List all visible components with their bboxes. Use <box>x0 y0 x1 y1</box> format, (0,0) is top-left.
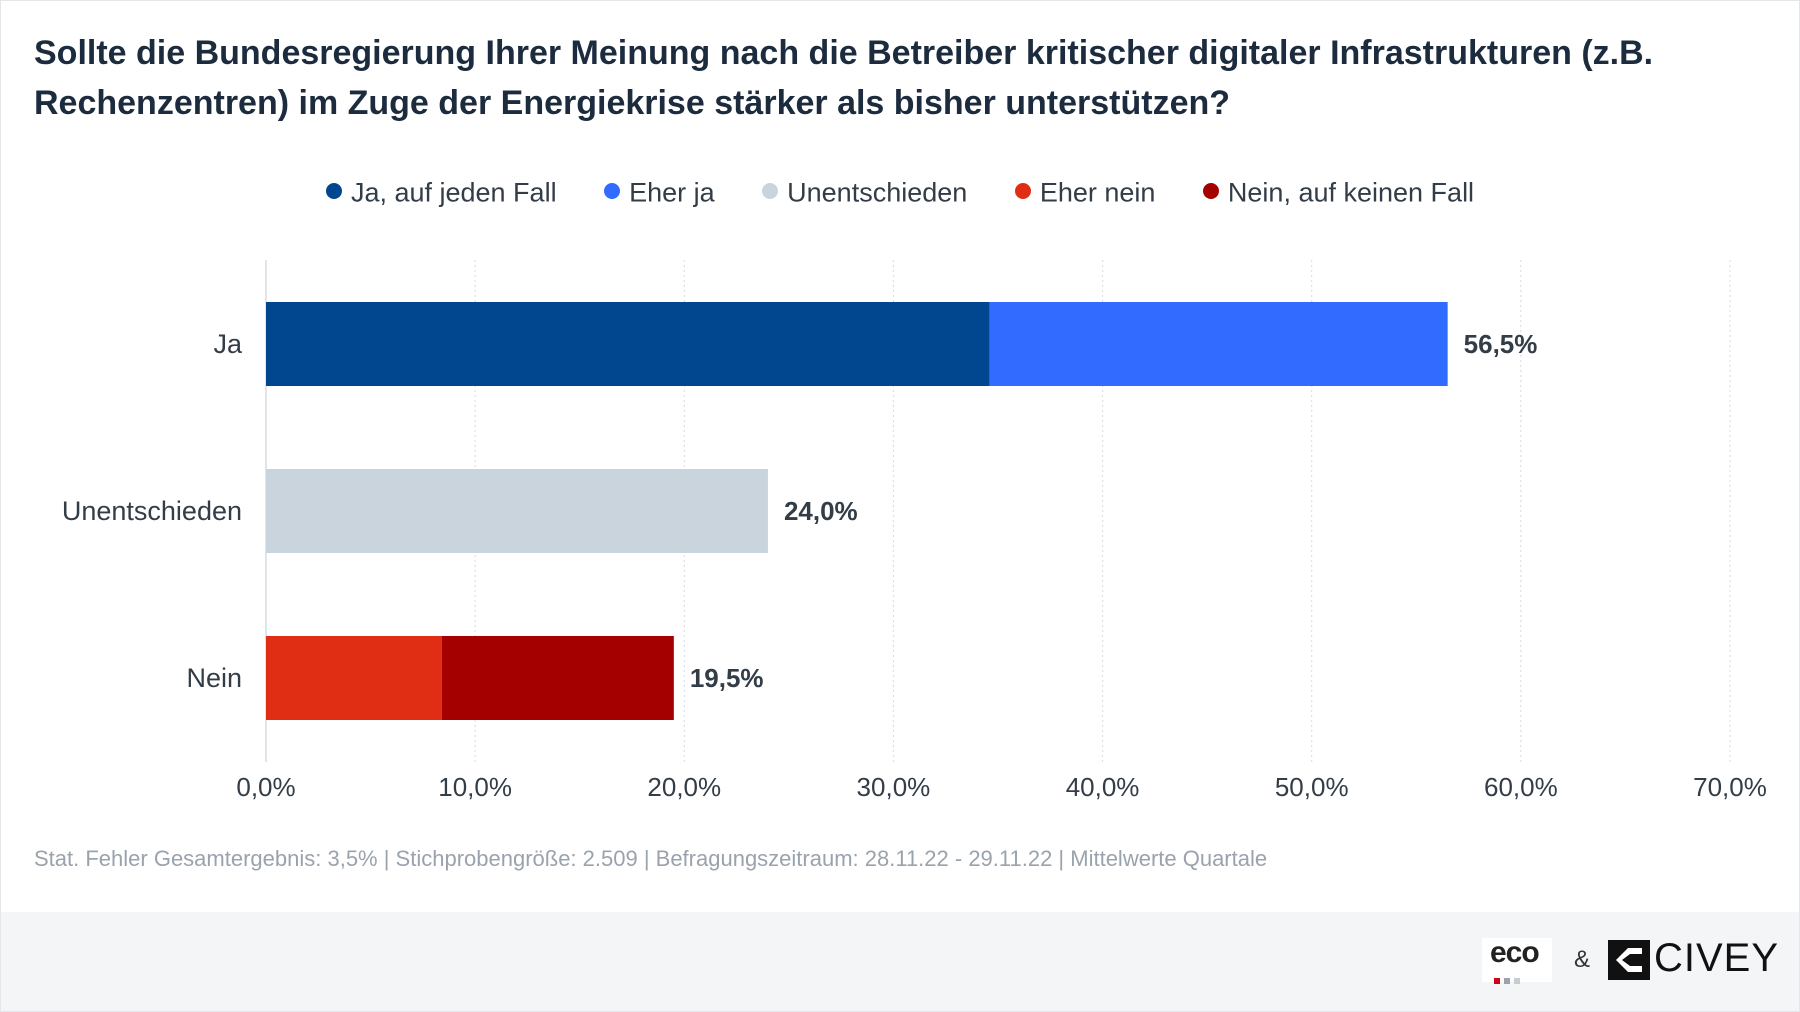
data-label: 24,0% <box>784 496 858 526</box>
x-tick-label: 60,0% <box>1484 772 1558 802</box>
legend: Ja, auf jeden Fall Eher ja Unentschieden… <box>0 176 1800 208</box>
eco-logo-text: eco <box>1490 936 1540 969</box>
bar-segment <box>989 302 1448 386</box>
x-tick-label: 0,0% <box>236 772 295 802</box>
legend-label: Eher nein <box>1039 177 1156 208</box>
data-label: 19,5% <box>690 663 764 693</box>
x-tick-label: 70,0% <box>1693 772 1767 802</box>
category-label: Nein <box>186 663 242 693</box>
legend-item-unentschieden[interactable]: Unentschieden <box>762 176 967 208</box>
x-tick-label: 10,0% <box>438 772 512 802</box>
bar-chart: 0,0% 10,0% 20,0% 30,0% 40,0% 50,0% 60,0% 70,0% J… <box>62 260 1767 802</box>
legend-item-eher-ja[interactable]: Eher ja <box>604 176 715 208</box>
eco-logo-dots <box>1494 971 1524 989</box>
legend-dot-icon <box>1014 182 1031 199</box>
x-tick-label: 40,0% <box>1066 772 1140 802</box>
legend-item-eher-nein[interactable]: Eher nein <box>1014 176 1156 208</box>
eco-dot <box>1504 978 1510 984</box>
eco-dot <box>1494 978 1500 984</box>
x-tick-label: 20,0% <box>647 772 721 802</box>
footer-note: Stat. Fehler Gesamtergebnis: 3,5% | Stic… <box>34 846 1268 871</box>
legend-label: Ja, auf jeden Fall <box>350 177 557 208</box>
bar-segment <box>266 302 990 386</box>
legend-dot-icon <box>1202 182 1219 199</box>
legend-label: Eher ja <box>629 177 715 208</box>
category-label: Unentschieden <box>62 496 242 526</box>
x-tick-label: 50,0% <box>1275 772 1349 802</box>
category-label: Ja <box>213 329 243 359</box>
legend-label: Unentschieden <box>787 177 968 208</box>
data-label: 56,5% <box>1464 329 1538 359</box>
legend-dot-icon <box>604 182 621 199</box>
bar-segment <box>266 469 768 553</box>
legend-label: Nein, auf keinen Fall <box>1227 177 1475 208</box>
bar-segment <box>441 636 674 720</box>
legend-item-nein-auf-keinen-fall[interactable]: Nein, auf keinen Fall <box>1202 176 1475 208</box>
logo-ampersand: & <box>1574 946 1591 973</box>
legend-item-ja-auf-jeden-fall[interactable]: Ja, auf jeden Fall <box>325 176 557 208</box>
civey-logo-text: CIVEY <box>1654 936 1780 980</box>
eco-logo: eco <box>1482 936 1552 984</box>
eco-dot <box>1514 978 1520 984</box>
legend-dot-icon <box>325 182 342 199</box>
x-tick-label: 30,0% <box>857 772 931 802</box>
bar-segment <box>266 636 442 720</box>
chart-title: Sollte die Bundesregierung Ihrer Meinung… <box>34 34 1654 122</box>
civey-mark-icon <box>1608 940 1650 980</box>
legend-dot-icon <box>762 182 779 199</box>
